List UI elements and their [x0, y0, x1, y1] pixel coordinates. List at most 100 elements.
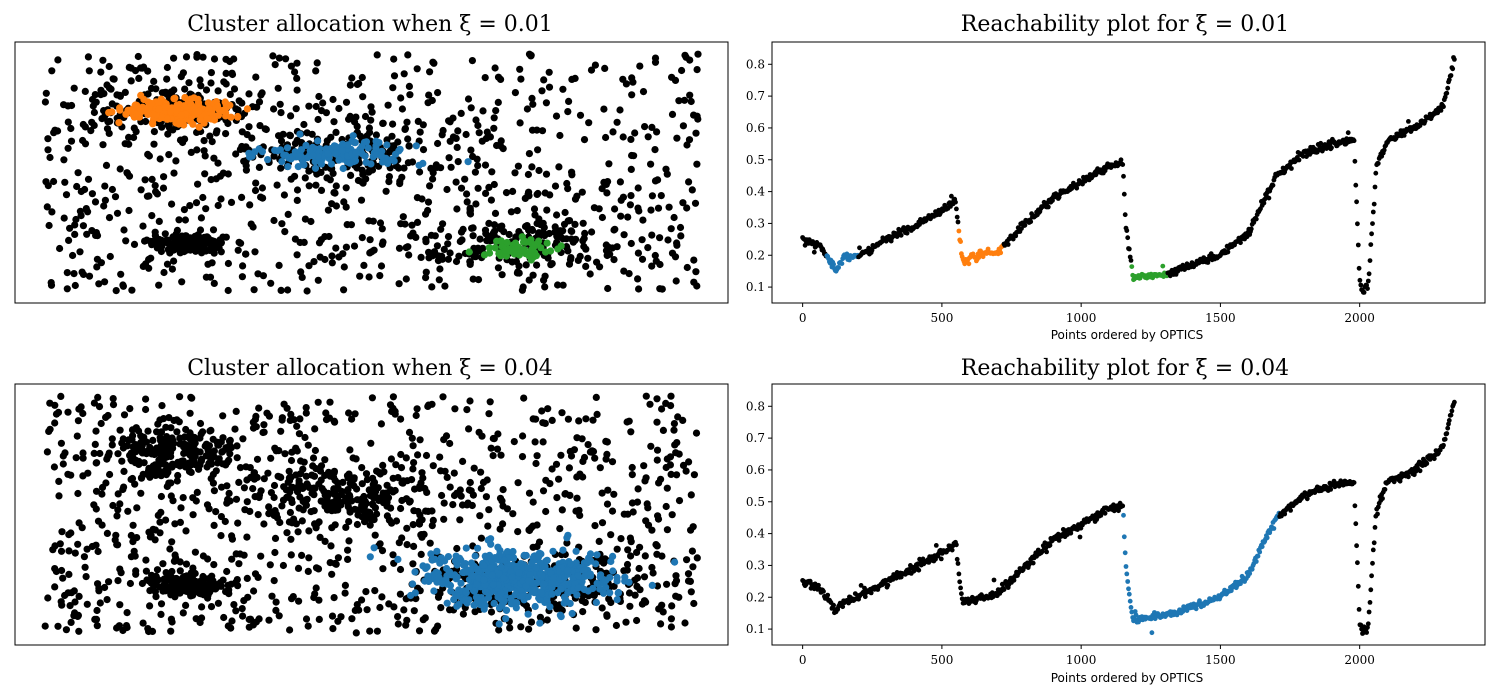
noise-point: [671, 253, 680, 261]
noise-point: [366, 128, 374, 137]
noise-point: [679, 199, 687, 207]
reachability-point: [898, 232, 904, 238]
cluster-point: [362, 158, 370, 166]
noise-point: [133, 504, 141, 512]
noise-point: [667, 470, 675, 478]
noise-point: [230, 85, 239, 93]
noise-point: [674, 413, 682, 421]
noise-point: [634, 275, 642, 283]
noise-point: [360, 261, 368, 269]
noise-point: [186, 576, 194, 584]
noise-point: [156, 518, 164, 526]
noise-point: [538, 87, 546, 95]
cluster-point: [383, 141, 391, 149]
noise-point: [604, 284, 612, 293]
noise-point: [642, 517, 650, 525]
noise-point: [472, 200, 480, 208]
noise-point: [224, 286, 232, 295]
noise-point: [261, 125, 269, 133]
noise-point: [551, 223, 559, 231]
cluster-point: [419, 159, 427, 167]
noise-point: [468, 57, 476, 65]
noise-point: [579, 608, 587, 616]
noise-point: [70, 84, 78, 92]
noise-point: [196, 434, 204, 442]
noise-point: [74, 540, 82, 548]
noise-point: [266, 561, 274, 569]
noise-point: [210, 55, 219, 63]
noise-point: [472, 116, 480, 124]
noise-point: [257, 552, 265, 560]
reachability-point: [1351, 138, 1357, 144]
noise-point: [616, 178, 625, 186]
noise-point: [367, 439, 375, 447]
noise-point: [469, 275, 477, 283]
noise-point: [487, 196, 495, 204]
cluster-point: [243, 105, 251, 113]
noise-point: [472, 248, 480, 257]
noise-point: [348, 615, 356, 623]
noise-point: [683, 556, 691, 564]
noise-point: [410, 507, 418, 515]
noise-point: [586, 448, 595, 456]
noise-point: [217, 195, 225, 203]
noise-point: [201, 152, 209, 160]
reachability-point: [1441, 104, 1446, 110]
cluster-point: [140, 95, 148, 104]
noise-point: [214, 159, 222, 167]
noise-point: [217, 438, 225, 446]
noise-point: [465, 486, 473, 494]
noise-point: [635, 564, 643, 573]
noise-point: [106, 470, 114, 479]
cluster-point: [427, 550, 435, 558]
reachability-point: [953, 199, 958, 205]
noise-point: [421, 614, 429, 622]
reachability-point: [1261, 200, 1267, 206]
noise-point: [147, 579, 155, 587]
noise-point: [296, 415, 304, 423]
noise-point: [498, 271, 506, 279]
reachability-point: [885, 582, 891, 588]
cluster-point: [497, 589, 505, 597]
reachability-point: [1367, 258, 1373, 263]
noise-point: [514, 479, 522, 487]
noise-point: [367, 116, 375, 124]
noise-point: [95, 584, 103, 592]
noise-point: [169, 444, 177, 452]
noise-point: [303, 287, 311, 295]
noise-point: [221, 517, 229, 526]
noise-point: [272, 598, 280, 606]
noise-point: [305, 554, 313, 562]
noise-point: [181, 433, 189, 441]
noise-point: [117, 270, 125, 278]
noise-point: [157, 508, 165, 516]
noise-point: [679, 461, 688, 469]
cluster-point: [116, 106, 124, 114]
noise-point: [584, 441, 592, 449]
noise-point: [151, 526, 159, 534]
noise-point: [255, 163, 263, 171]
noise-point: [384, 101, 392, 109]
noise-point: [408, 434, 416, 442]
noise-point: [54, 56, 62, 64]
noise-point: [304, 567, 312, 576]
noise-point: [690, 111, 698, 119]
reachability-point: [857, 245, 862, 251]
noise-point: [568, 227, 576, 235]
noise-point: [555, 163, 563, 171]
noise-point: [620, 567, 628, 575]
noise-point: [205, 588, 213, 597]
noise-point: [94, 547, 102, 556]
cluster-point: [489, 581, 497, 589]
noise-point: [494, 98, 502, 106]
cluster-point: [671, 558, 679, 566]
noise-point: [416, 482, 424, 490]
noise-point: [428, 96, 436, 105]
cluster-point: [105, 109, 113, 117]
noise-point: [464, 95, 473, 103]
noise-point: [313, 59, 321, 67]
noise-point: [89, 102, 97, 110]
reachability-point: [825, 592, 831, 598]
noise-point: [548, 465, 556, 473]
reachability-point: [1352, 158, 1358, 164]
